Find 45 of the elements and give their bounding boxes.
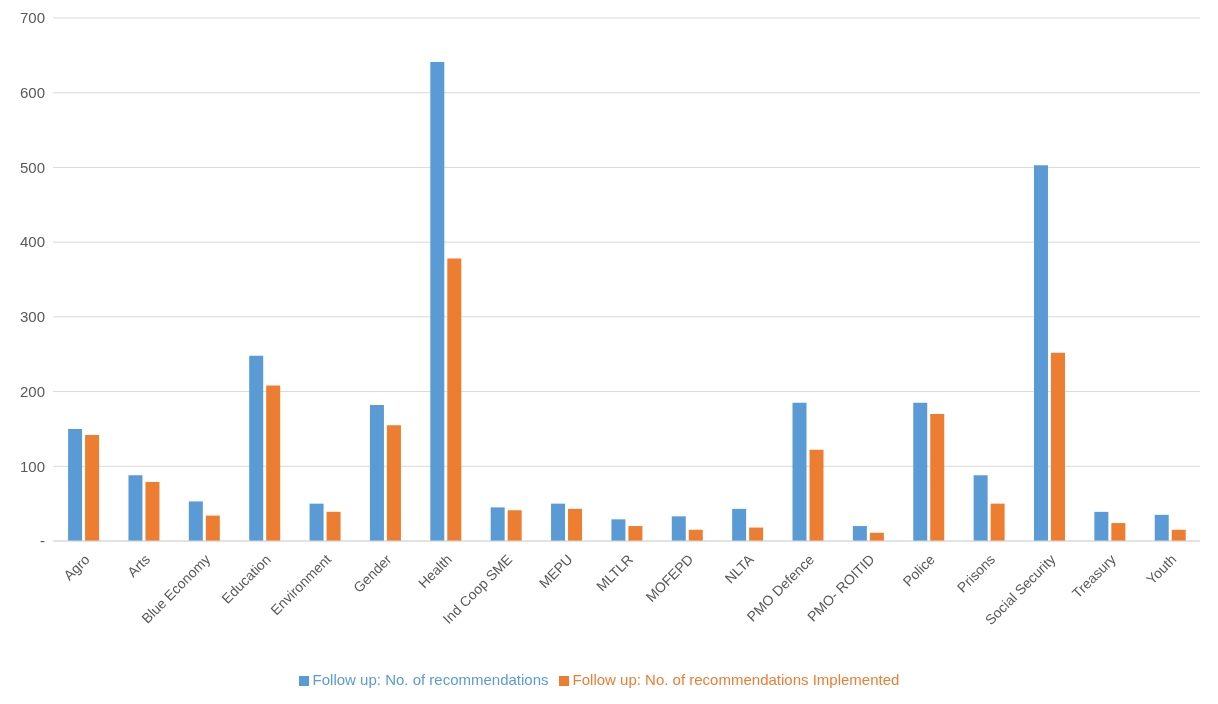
bar [369, 405, 384, 541]
legend-label: Follow up: No. of recommendations Implemented [572, 671, 900, 688]
y-tick-label: 300 [19, 308, 45, 326]
bar [1154, 514, 1169, 541]
bar [852, 526, 867, 541]
bar [913, 402, 928, 541]
bar [326, 511, 341, 541]
bar [551, 503, 566, 541]
bar [447, 258, 462, 541]
y-tick-label: 100 [19, 457, 45, 475]
y-tick-label: - [40, 532, 45, 550]
bar [930, 413, 945, 541]
x-tick-label: Arts [124, 551, 154, 581]
y-tick-label: 500 [19, 158, 45, 176]
bar [386, 425, 401, 541]
bar [205, 515, 220, 541]
bar [568, 508, 583, 541]
bar [430, 62, 445, 541]
bar [309, 503, 324, 541]
y-tick-label: 700 [19, 9, 45, 27]
bar [490, 507, 505, 541]
y-tick-label: 200 [19, 382, 45, 400]
bar [68, 428, 83, 541]
bar [611, 519, 626, 541]
bar [266, 385, 281, 541]
bar [792, 402, 807, 541]
bar [85, 434, 100, 541]
y-tick-label: 600 [19, 84, 45, 102]
legend-label: Follow up: No. of recommendations [312, 671, 549, 688]
bar [1050, 352, 1065, 541]
bar [628, 526, 643, 541]
bar [188, 501, 203, 541]
bar [1033, 165, 1048, 541]
bar [507, 510, 522, 541]
bar [128, 475, 143, 541]
bar [671, 516, 686, 541]
bar [1111, 523, 1126, 541]
y-tick-label: 400 [19, 233, 45, 251]
bar [732, 508, 747, 541]
bar [990, 503, 1005, 541]
bar [973, 475, 988, 541]
bar [145, 481, 160, 541]
bar [249, 355, 264, 541]
bar [809, 449, 824, 541]
bar [1094, 511, 1109, 541]
